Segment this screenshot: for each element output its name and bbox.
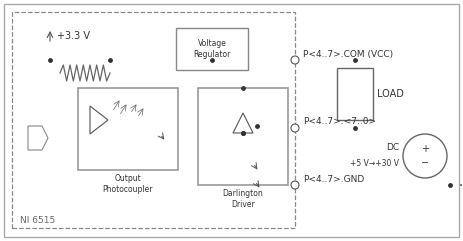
Bar [336,68,372,120]
Polygon shape [28,126,48,150]
Bar [175,28,247,70]
Text: +: + [420,144,428,154]
Bar [78,88,178,170]
Bar [198,88,288,185]
Text: Output
Photocoupler: Output Photocoupler [102,174,153,194]
Text: LOAD: LOAD [376,89,403,99]
Circle shape [290,56,298,64]
Text: P<4..7>.<7..0>: P<4..7>.<7..0> [302,118,375,127]
Polygon shape [90,106,108,134]
Circle shape [402,134,446,178]
Text: +3.3 V: +3.3 V [57,31,90,41]
Text: Voltage
Regulator: Voltage Regulator [193,39,230,59]
Circle shape [290,124,298,132]
Text: P<4..7>.COM (VCC): P<4..7>.COM (VCC) [302,49,392,59]
Polygon shape [232,113,252,133]
Text: NI 6515: NI 6515 [20,216,55,225]
Circle shape [290,181,298,189]
Text: +5 V→+30 V: +5 V→+30 V [349,160,398,168]
Text: DC: DC [385,143,398,153]
Text: P<4..7>.GND: P<4..7>.GND [302,174,363,183]
Bar [12,12,294,228]
Text: −: − [420,158,428,168]
Text: Darlington
Driver: Darlington Driver [222,189,263,209]
